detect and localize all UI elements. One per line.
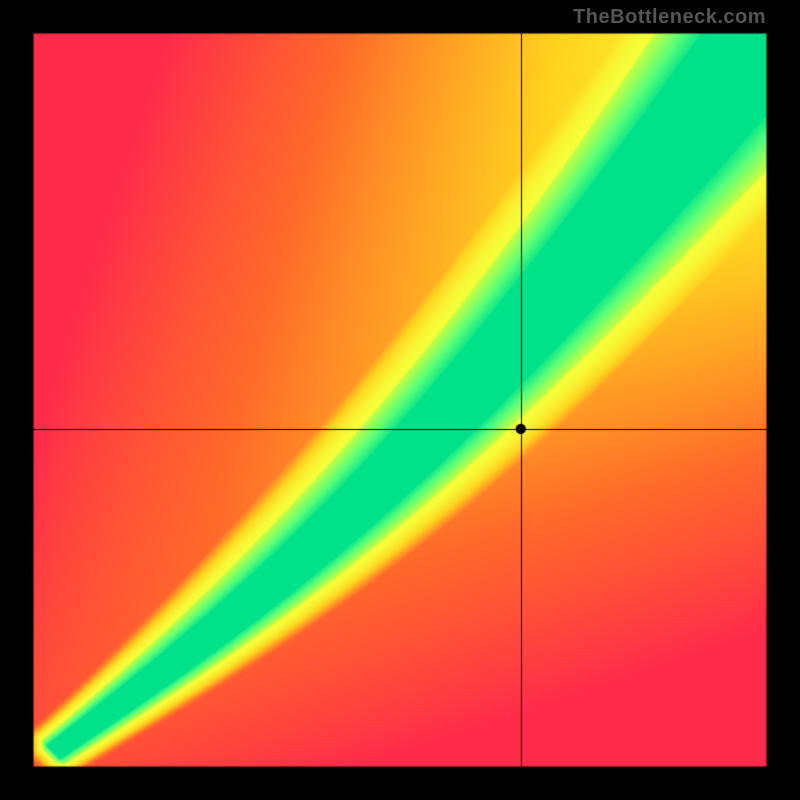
watermark-text: TheBottleneck.com	[573, 6, 766, 29]
bottleneck-heatmap	[32, 32, 768, 768]
stage: TheBottleneck.com	[0, 0, 800, 800]
